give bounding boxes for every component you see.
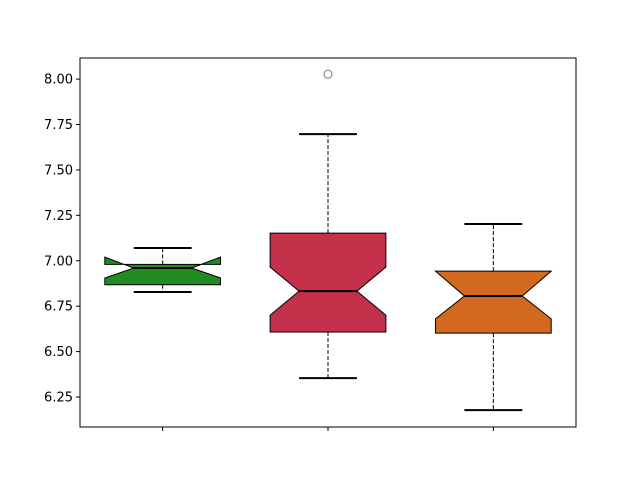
outlier-point [323,69,333,79]
box-body [434,270,553,334]
box-group [434,223,553,412]
y-axis: 6.25 6.50 6.75 7.00 7.25 7.50 7.75 8.00 [44,73,80,406]
y-tick-label: 7.75 [44,118,73,133]
y-tick-label: 7.50 [44,163,73,178]
y-tick-label: 6.25 [44,391,73,406]
y-tick-label: 7.00 [44,254,73,269]
axes-frame [79,57,577,428]
boxes [104,69,553,412]
y-tick-label: 7.25 [44,209,73,224]
box-group [269,69,387,380]
y-tick-label: 6.75 [44,300,73,315]
y-tick-label: 6.50 [44,345,73,360]
box-body [104,256,222,286]
box-group [104,247,222,294]
y-tick-label: 8.00 [44,73,73,88]
box-body [269,232,387,333]
x-axis [162,427,494,431]
